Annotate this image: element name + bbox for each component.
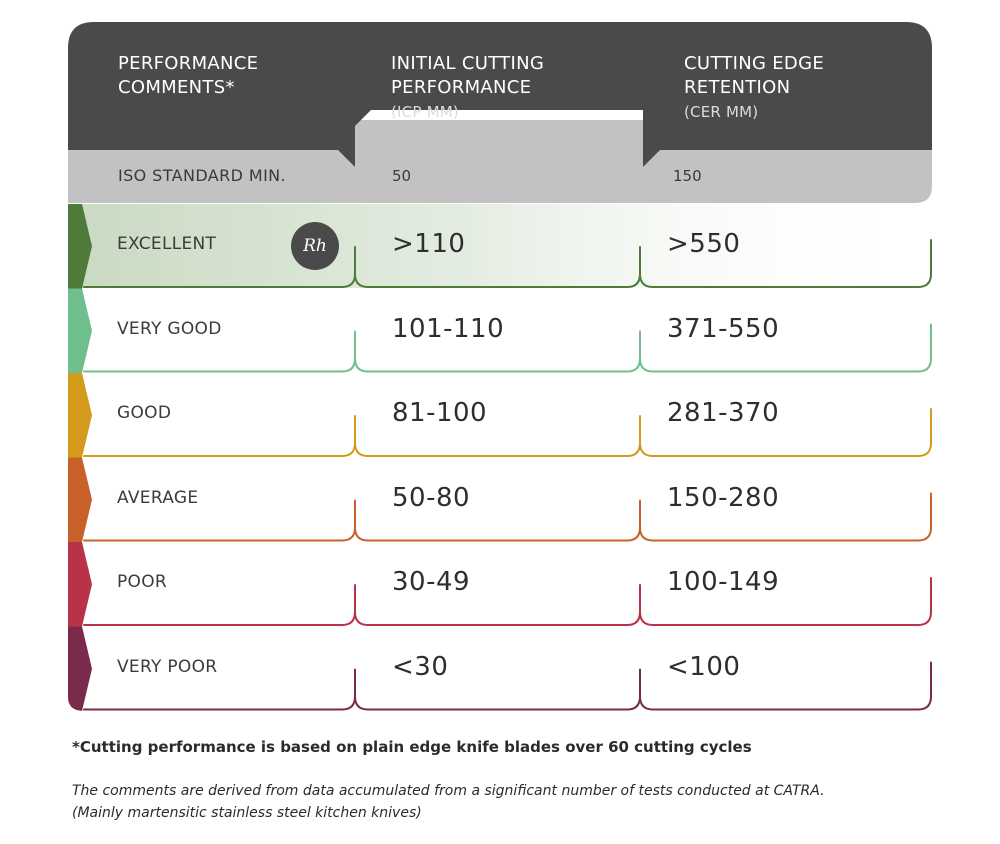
- excellent-highlight: [68, 204, 932, 288]
- row-separator-poor: [83, 577, 932, 626]
- row-icp-value: >110: [392, 229, 466, 259]
- iso-standard-cer: 150: [673, 167, 702, 185]
- row-icp-value: 101-110: [392, 313, 505, 344]
- row-marker-average: [68, 457, 92, 542]
- row-cer-value: 100-149: [667, 567, 780, 597]
- row-separator-excellent: [83, 239, 932, 288]
- column-header-cer-unit: (CER MM): [684, 103, 759, 121]
- column-header-cer-title: CUTTING EDGE RETENTION: [684, 53, 825, 98]
- row-icp-value: <30: [392, 651, 449, 682]
- row-cer-value: 150-280: [667, 482, 780, 513]
- column-header-icp-unit: (ICP MM): [391, 103, 459, 121]
- row-cer-value: <100: [667, 651, 741, 682]
- source-note-line-2: (Mainly martensitic stainless steel kitc…: [72, 805, 422, 821]
- row-cer-value: 281-370: [667, 398, 780, 428]
- row-label: VERY GOOD: [117, 318, 222, 339]
- column-header-icp: INITIAL CUTTING PERFORMANCE (ICP MM): [391, 52, 621, 124]
- row-separator-average: [83, 492, 932, 542]
- row-separator-very-poor: [83, 661, 932, 711]
- source-note-line-1: The comments are derived from data accum…: [72, 783, 825, 799]
- row-separator-good: [83, 408, 932, 457]
- brand-badge-icon: Rh: [291, 222, 339, 270]
- row-label: POOR: [117, 572, 168, 592]
- column-header-comments: PERFORMANCE COMMENTS*: [118, 52, 318, 100]
- column-header-cer: CUTTING EDGE RETENTION (CER MM): [684, 52, 884, 124]
- row-label: GOOD: [117, 403, 172, 423]
- row-cer-value: >550: [667, 229, 741, 259]
- column-header-icp-title: INITIAL CUTTING PERFORMANCE: [391, 53, 545, 98]
- source-note: The comments are derived from data accum…: [72, 780, 952, 824]
- cutting-footnote: *Cutting performance is based on plain e…: [72, 738, 752, 756]
- row-icp-value: 30-49: [392, 567, 471, 597]
- iso-standard-label: ISO STANDARD MIN.: [118, 166, 287, 185]
- row-label: AVERAGE: [117, 487, 199, 508]
- row-label: EXCELLENT: [117, 234, 217, 254]
- row-marker-very-good: [68, 288, 92, 373]
- column-header-comments-title: PERFORMANCE COMMENTS*: [118, 53, 259, 98]
- row-separator-very-good: [83, 323, 932, 373]
- row-marker-poor: [68, 542, 92, 627]
- header-band: [68, 22, 932, 167]
- row-label: VERY POOR: [117, 656, 218, 677]
- row-marker-very-poor: [68, 626, 92, 711]
- row-marker-excellent: [68, 204, 92, 289]
- row-cer-value: 371-550: [667, 313, 780, 344]
- row-marker-good: [68, 373, 92, 458]
- iso-standard-icp: 50: [392, 167, 412, 185]
- row-icp-value: 50-80: [392, 482, 471, 513]
- row-icp-value: 81-100: [392, 398, 488, 428]
